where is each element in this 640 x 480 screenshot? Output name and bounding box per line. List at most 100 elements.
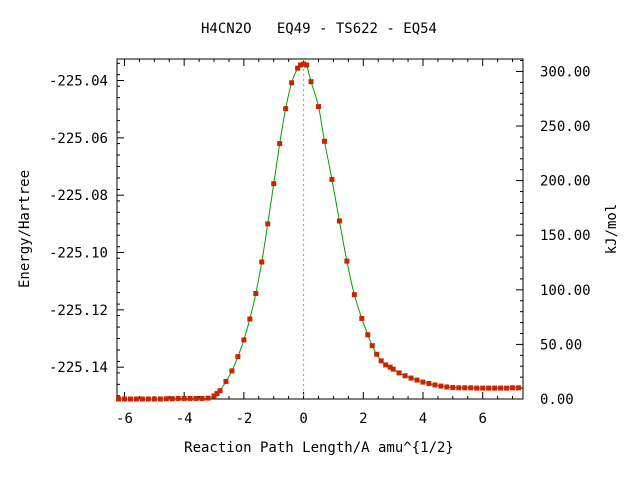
data-point (396, 370, 402, 376)
data-point (181, 395, 187, 401)
data-point (223, 379, 229, 385)
data-point (259, 259, 265, 265)
data-point (253, 291, 259, 296)
data-point (365, 332, 371, 338)
plot-frame (116, 58, 524, 400)
x-tick-label: 2 (359, 411, 367, 427)
data-point (426, 381, 432, 387)
data-point (432, 382, 438, 388)
data-point (157, 396, 163, 402)
data-point (175, 395, 181, 401)
data-point (444, 384, 450, 390)
y-left-tick-label: -225.14 (49, 360, 108, 376)
chart-title: H4CN2O EQ49 - TS622 - EQ54 (201, 21, 437, 37)
data-point (199, 395, 205, 401)
data-point (235, 354, 241, 360)
data-point (420, 379, 426, 385)
data-point (289, 80, 295, 86)
data-point (408, 375, 414, 381)
data-point (438, 383, 444, 389)
series-layer (115, 61, 522, 402)
y-left-tick-label: -225.04 (49, 74, 108, 90)
data-point (450, 385, 456, 391)
data-point (336, 218, 342, 224)
data-point (241, 337, 247, 343)
data-point (486, 385, 492, 391)
data-point (145, 396, 151, 402)
data-point (351, 292, 357, 298)
data-point (462, 385, 468, 391)
y-axis-left: -225.04 -225.06 -225.08 -225.10 -225.12 -225.… (49, 62, 124, 397)
data-point (193, 395, 199, 401)
data-point (151, 396, 157, 402)
data-point (402, 373, 408, 379)
y-left-tick-label: -225.10 (49, 246, 108, 262)
data-point (247, 316, 253, 322)
data-point (283, 106, 289, 112)
data-point (298, 62, 304, 68)
x-tick-label: -4 (176, 411, 193, 427)
data-point (295, 65, 301, 71)
x-axis: -6 -4 -2 0 2 4 6 (116, 59, 514, 427)
y-right-tick-label: 50.00 (540, 337, 582, 353)
data-point (374, 351, 380, 357)
data-point (456, 385, 462, 391)
data-point (205, 395, 211, 401)
data-point (308, 79, 314, 85)
y-left-tick-label: -225.08 (49, 188, 108, 204)
data-point (498, 385, 504, 391)
data-point (504, 385, 510, 391)
x-tick-label: -2 (235, 411, 252, 427)
data-point (414, 377, 420, 383)
x-tick-label: 6 (478, 411, 486, 427)
data-point (344, 258, 350, 264)
series-line (118, 62, 519, 400)
data-point (390, 366, 396, 372)
data-point (387, 364, 393, 370)
data-point (468, 385, 474, 391)
data-point (304, 62, 310, 68)
data-point (121, 396, 127, 402)
y-right-tick-label: 150.00 (540, 228, 591, 244)
data-point (316, 104, 322, 110)
data-point (187, 395, 193, 401)
data-point (229, 368, 235, 374)
data-point (480, 385, 486, 391)
data-point (492, 385, 498, 391)
x-tick-label: -6 (116, 411, 133, 427)
data-point (163, 396, 169, 402)
y-axis-right-label: kJ/mol (604, 204, 620, 255)
y-right-tick-label: 200.00 (540, 174, 591, 190)
data-point (139, 396, 145, 402)
data-point (211, 393, 217, 399)
y-right-tick-label: 100.00 (540, 283, 591, 299)
data-point (115, 396, 121, 402)
data-point (133, 396, 139, 402)
data-point (359, 315, 365, 321)
data-point (516, 385, 522, 391)
data-point (271, 181, 277, 187)
data-point (214, 391, 220, 397)
data-point (474, 385, 480, 391)
x-axis-label: Reaction Path Length/A amu^{1/2} (184, 440, 454, 456)
data-point (378, 358, 384, 364)
data-point (321, 138, 327, 144)
y-axis-right: 0.00 50.00 100.00 150.00 200.00 250.00 300.00 (516, 60, 591, 408)
y-left-tick-label: -225.12 (49, 303, 108, 319)
data-point (217, 388, 223, 394)
data-point (383, 362, 389, 368)
data-point (277, 141, 283, 147)
y-left-tick-label: -225.06 (49, 131, 108, 147)
data-point (301, 61, 307, 67)
data-point (369, 343, 375, 349)
data-point (510, 385, 516, 391)
y-right-tick-label: 0.00 (540, 392, 574, 408)
data-point (265, 221, 271, 227)
x-tick-label: 4 (419, 411, 427, 427)
y-right-tick-label: 300.00 (540, 64, 591, 80)
y-right-tick-label: 250.00 (540, 119, 591, 135)
data-point (127, 396, 133, 402)
x-tick-label: 0 (299, 411, 307, 427)
y-axis-left-label: Energy/Hartree (17, 170, 33, 288)
